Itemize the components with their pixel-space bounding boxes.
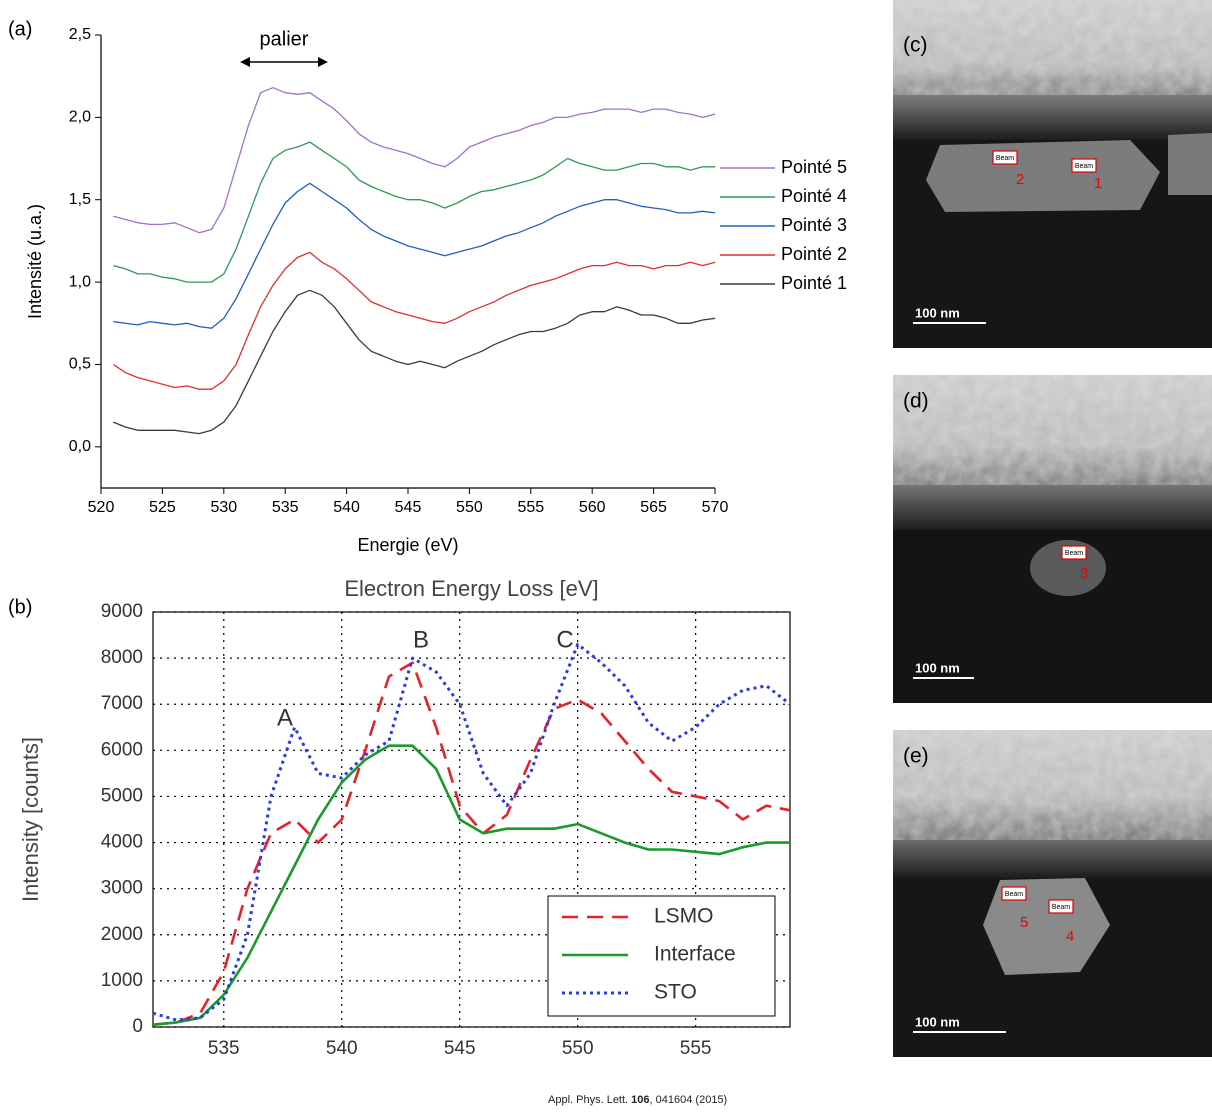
beam-point: 1 xyxy=(1094,175,1102,192)
x-tick-label: 560 xyxy=(579,499,606,516)
y-tick-label: 1000 xyxy=(101,970,143,991)
annotation: A xyxy=(277,704,293,731)
y-tick-label: 0,0 xyxy=(69,438,91,455)
beam-point: 3 xyxy=(1080,565,1088,582)
x-tick-label: 555 xyxy=(517,499,544,516)
palier-arrow xyxy=(240,57,328,67)
beam-tag: Beam xyxy=(1075,163,1093,170)
citation-pages: 041604 (2015) xyxy=(656,1094,728,1106)
y-tick-label: 9000 xyxy=(101,601,143,622)
x-tick-label: 570 xyxy=(702,499,729,516)
series-line xyxy=(113,182,716,329)
x-tick-label: 530 xyxy=(210,499,237,516)
annotation: palier xyxy=(260,28,309,50)
panel-label: (a) xyxy=(8,18,32,40)
y-tick-label: 0,5 xyxy=(69,356,91,373)
legend-label: Pointé 4 xyxy=(781,186,847,206)
x-tick-label: 550 xyxy=(456,499,483,516)
panel-label: (b) xyxy=(8,596,32,618)
panel-label: (d) xyxy=(903,390,929,413)
legend-label: STO xyxy=(654,981,697,1004)
micrograph: (d) Beam 3 100 nm xyxy=(893,375,1212,703)
legend-label: Pointé 1 xyxy=(781,273,847,293)
y-axis-label: Intensity [counts] xyxy=(18,737,43,902)
plot-frame xyxy=(152,611,791,1028)
series-line xyxy=(113,289,716,435)
scale-bar-label: 100 nm xyxy=(915,305,960,320)
y-tick-label: 7000 xyxy=(101,693,143,714)
y-tick-label: 2,0 xyxy=(69,109,91,126)
y-tick-label: 1,0 xyxy=(69,273,91,290)
citation-journal: Appl. Phys. Lett. xyxy=(548,1094,628,1106)
legend-label: LSMO xyxy=(654,905,714,928)
citation: Appl. Phys. Lett. 106, 041604 (2015) xyxy=(548,1094,727,1106)
x-tick-label: 555 xyxy=(680,1038,712,1059)
y-tick-label: 3000 xyxy=(101,878,143,899)
beam-point: 2 xyxy=(1016,171,1024,188)
scale-bar-label: 100 nm xyxy=(915,1014,960,1029)
y-tick-label: 0 xyxy=(132,1016,143,1037)
y-tick-label: 8000 xyxy=(101,647,143,668)
x-tick-label: 565 xyxy=(640,499,667,516)
legend-label: Pointé 2 xyxy=(781,244,847,264)
annotation: C xyxy=(556,626,573,653)
legend-label: Pointé 5 xyxy=(781,157,847,177)
beam-point: 4 xyxy=(1066,928,1074,945)
legend-label: Interface xyxy=(654,943,736,966)
beam-tag: Beam xyxy=(1065,550,1083,557)
scale-bar-label: 100 nm xyxy=(915,660,960,675)
x-tick-label: 535 xyxy=(208,1038,240,1059)
series-line xyxy=(152,642,791,1022)
y-tick-label: 5000 xyxy=(101,785,143,806)
x-tick-label: 520 xyxy=(88,499,115,516)
citation-volume: 106 xyxy=(631,1094,649,1106)
panel-label: (e) xyxy=(903,745,929,768)
beam-point: 5 xyxy=(1020,914,1028,931)
micrograph: (c) Beam 2 Beam 1 100 nm xyxy=(893,0,1212,348)
annotation: B xyxy=(413,626,429,653)
x-tick-label: 550 xyxy=(562,1038,594,1059)
panel-label: (c) xyxy=(903,34,928,57)
series-line xyxy=(113,87,716,234)
beam-tag: Beam xyxy=(1052,904,1070,911)
legend-label: Pointé 3 xyxy=(781,215,847,235)
series-line xyxy=(152,661,791,1026)
series-line xyxy=(112,251,716,390)
y-tick-label: 4000 xyxy=(101,832,143,853)
x-tick-label: 540 xyxy=(326,1038,358,1059)
series-line xyxy=(152,744,790,1026)
y-tick-label: 2,5 xyxy=(69,26,91,43)
beam-tag: Beam xyxy=(996,155,1014,162)
x-axis-label: Energie (eV) xyxy=(357,535,458,555)
y-axis-label: Intensité (u.a.) xyxy=(25,204,45,319)
y-tick-label: 2000 xyxy=(101,924,143,945)
x-tick-label: 540 xyxy=(333,499,360,516)
y-tick-label: 6000 xyxy=(101,739,143,760)
x-tick-label: 545 xyxy=(395,499,422,516)
beam-tag: Beam xyxy=(1005,891,1023,898)
x-tick-label: 545 xyxy=(444,1038,476,1059)
y-tick-label: 1,5 xyxy=(69,191,91,208)
x-tick-label: 535 xyxy=(272,499,299,516)
micrograph: (e) Beam 5 Beam 4 100 nm xyxy=(893,730,1212,1057)
x-tick-label: 525 xyxy=(149,499,176,516)
x-axis-label: Electron Energy Loss [eV] xyxy=(344,576,598,601)
series-line xyxy=(113,141,715,283)
